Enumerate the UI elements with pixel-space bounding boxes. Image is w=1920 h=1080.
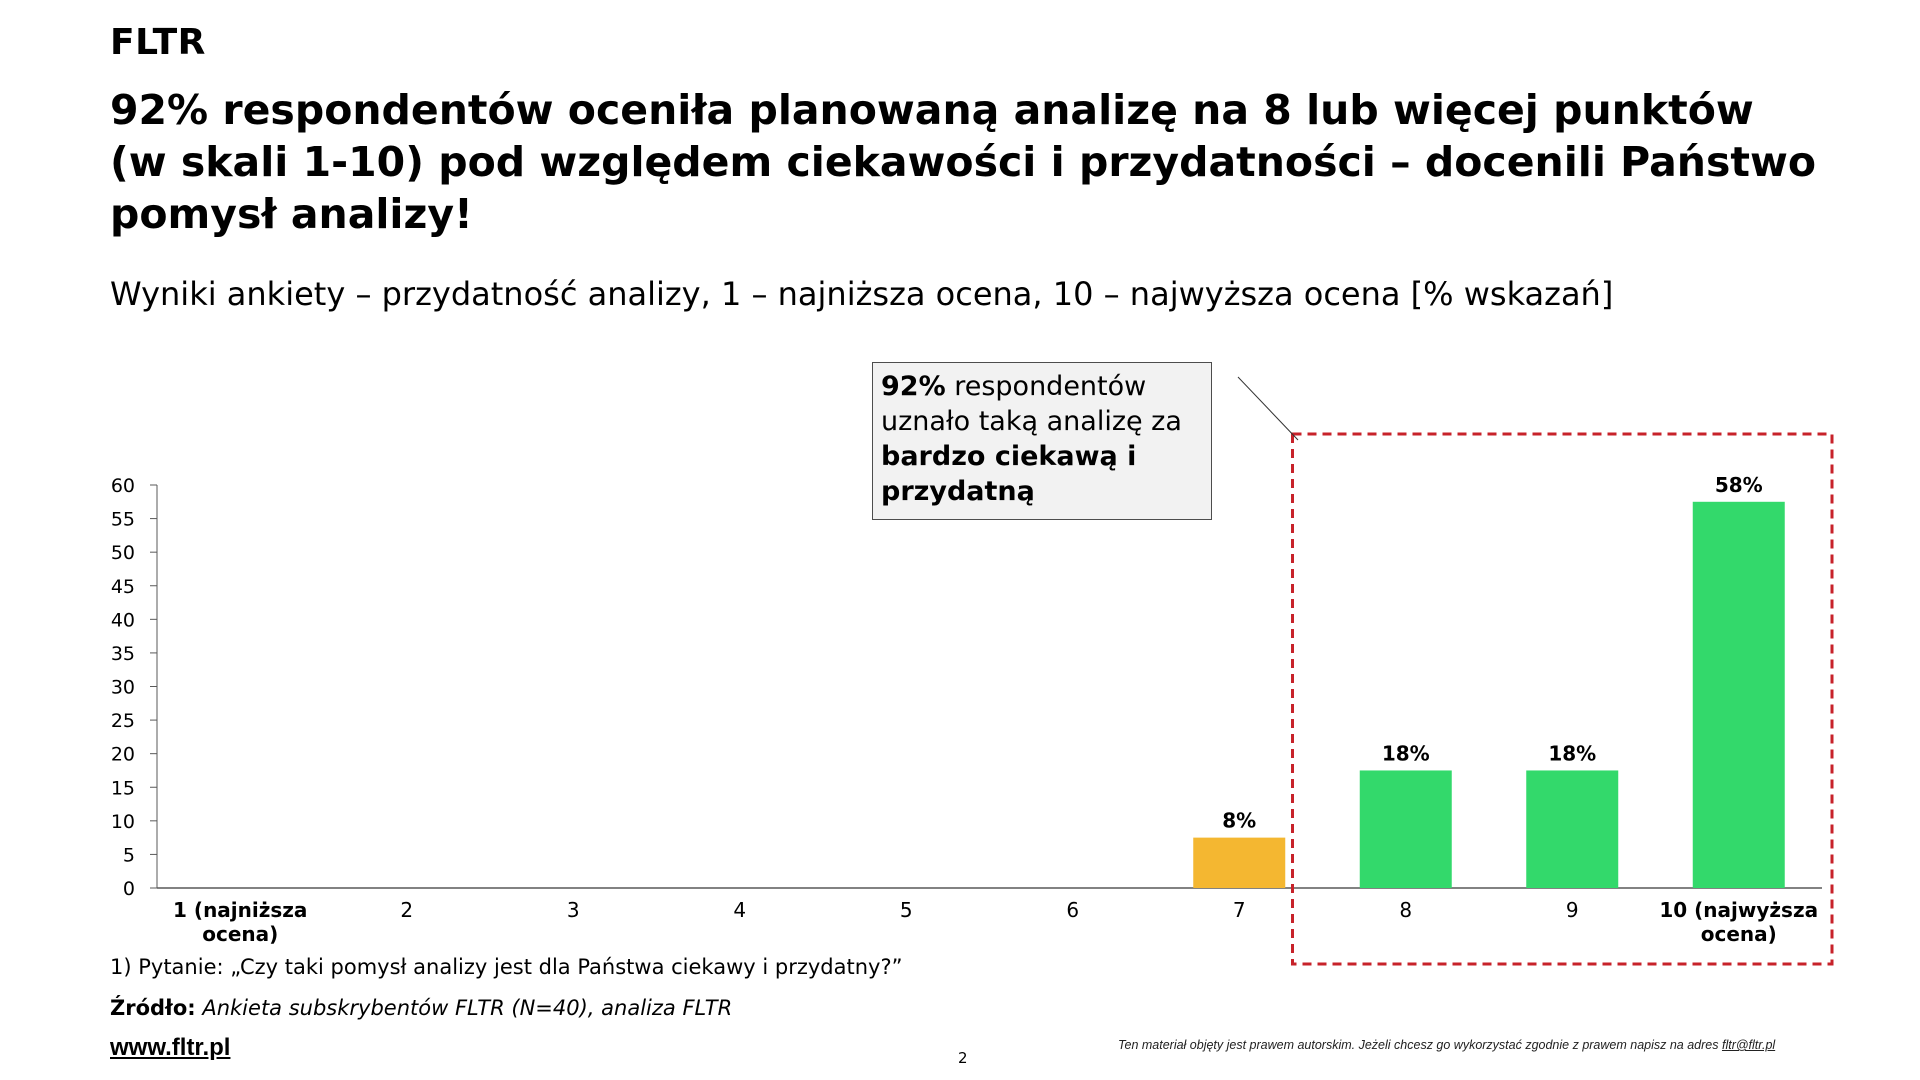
category-label-5: 5 (900, 898, 913, 922)
category-label-2: 2 (400, 898, 413, 922)
y-tick-label: 55 (111, 509, 135, 531)
y-tick-label: 60 (111, 475, 135, 497)
y-tick-label: 45 (111, 576, 135, 598)
page-number: 2 (958, 1049, 968, 1067)
data-label-8: 18% (1382, 741, 1430, 765)
bar-9 (1526, 770, 1619, 888)
category-label-3: 3 (567, 898, 580, 922)
category-label-9: 9 (1566, 898, 1579, 922)
callout-percent: 92% (881, 371, 946, 402)
y-tick-label: 0 (123, 878, 135, 900)
y-tick-label: 15 (111, 777, 135, 799)
callout-connector-line (1237, 376, 1299, 441)
category-label-6: 6 (1066, 898, 1079, 922)
copyright-notice: Ten materiał objęty jest prawem autorski… (1118, 1038, 1775, 1052)
source-text: Ankieta subskrybentów FLTR (N=40), anali… (195, 996, 733, 1020)
category-label-8: 8 (1399, 898, 1412, 922)
category-label-1: ocena) (202, 922, 278, 946)
y-tick-label: 5 (123, 844, 135, 866)
copyright-email-link[interactable]: fltr@fltr.pl (1721, 1038, 1776, 1052)
category-label-4: 4 (733, 898, 746, 922)
title-line-1: 92% respondentów oceniła planowaną anali… (110, 86, 1754, 134)
highlight-box (1291, 432, 1834, 966)
source-note: Źródło: Ankieta subskrybentów FLTR (N=40… (110, 996, 732, 1020)
source-label: Źródło: (110, 996, 196, 1020)
callout-box: 92% respondentów uznało taką analizę za … (872, 362, 1212, 520)
y-tick-label: 50 (111, 542, 135, 564)
y-tick-label: 40 (111, 609, 135, 631)
y-tick-label: 10 (111, 811, 135, 833)
category-label-10: ocena) (1701, 922, 1777, 946)
callout-text: respondentów uznało taką analizę za (881, 371, 1182, 437)
website-link[interactable]: www.fltr.pl (110, 1034, 231, 1061)
footnote: 1) Pytanie: „Czy taki pomysł analizy jes… (110, 955, 903, 979)
page-title: 92% respondentów oceniła planowaną anali… (110, 84, 1830, 240)
category-label-1: 1 (najniższa (173, 898, 307, 922)
y-tick-label: 25 (111, 710, 135, 732)
category-label-7: 7 (1233, 898, 1246, 922)
bar-10 (1692, 501, 1785, 888)
chart-bars (1193, 501, 1785, 888)
chart-title: Wyniki ankiety – przydatność analizy, 1 … (110, 275, 1614, 313)
data-label-7: 8% (1222, 809, 1256, 833)
y-tick-label: 35 (111, 643, 135, 665)
chart-axes: 0 5 10 15 20 25 30 35 40 45 50 55 60 (111, 475, 1822, 900)
title-line-3: pomysł analizy! (110, 190, 473, 238)
data-label-9: 18% (1548, 741, 1596, 765)
callout-emphasis: bardzo ciekawą i przydatną (881, 441, 1137, 507)
copyright-text: Ten materiał objęty jest prawem autorski… (1118, 1038, 1722, 1052)
title-line-2: (w skali 1-10) pod względem ciekawości i… (110, 138, 1817, 186)
data-label-10: 58% (1715, 473, 1763, 497)
bar-8 (1359, 770, 1452, 888)
brand-logo: FLTR (110, 22, 206, 63)
y-tick-label: 20 (111, 744, 135, 766)
category-label-10: 10 (najwyższa (1659, 898, 1818, 922)
y-tick-label: 30 (111, 677, 135, 699)
bar-7 (1193, 837, 1286, 888)
